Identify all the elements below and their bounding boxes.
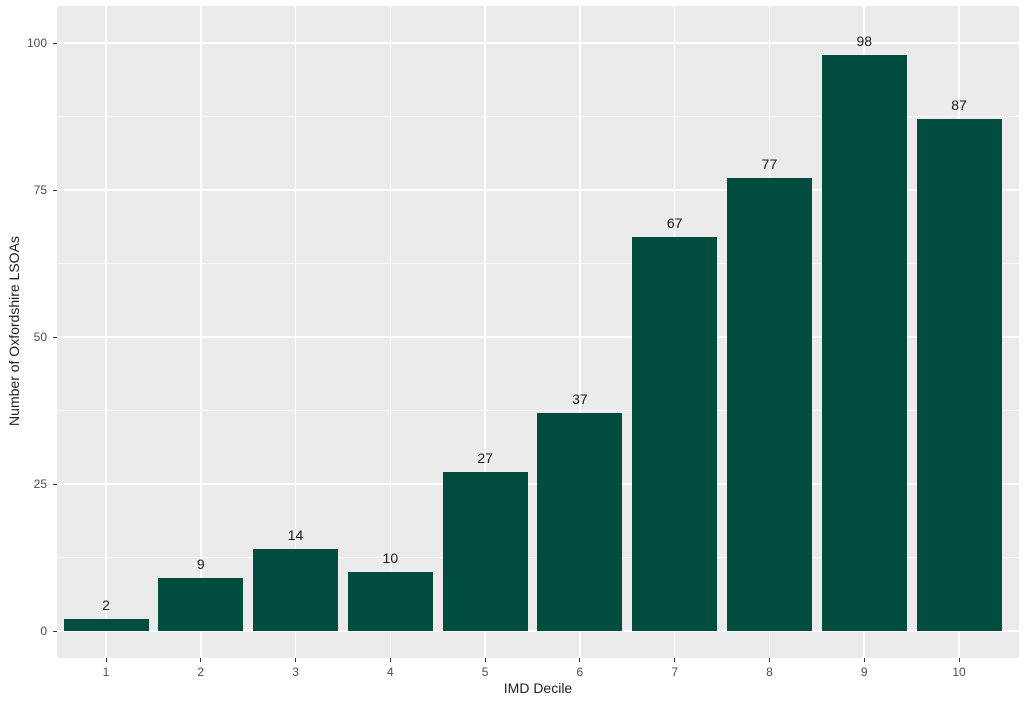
x-tick-mark: [105, 658, 107, 662]
gridline-major-vertical: [105, 6, 107, 658]
x-tick-mark: [200, 658, 202, 662]
gridline-major-horizontal: [57, 189, 1019, 191]
x-tick-label: 10: [952, 665, 966, 679]
x-tick-mark: [674, 658, 676, 662]
bar-value-label: 77: [761, 156, 778, 173]
bar-value-label: 2: [102, 597, 110, 614]
gridline-major-horizontal: [57, 42, 1019, 44]
gridline-minor-horizontal: [57, 410, 1019, 411]
x-tick-label: 2: [197, 665, 205, 679]
bar-value-label: 14: [287, 526, 304, 543]
x-tick-mark: [958, 658, 960, 662]
plot-panel: 2 9 14 10 27 37 67 77 98 87: [57, 6, 1019, 658]
y-tick-mark: [53, 189, 57, 191]
gridline-major-vertical: [484, 6, 486, 658]
bar-decile-8: [726, 178, 812, 631]
gridline-major-vertical: [200, 6, 202, 658]
x-tick-mark: [484, 658, 486, 662]
bar-decile-2: [158, 578, 244, 631]
gridline-major-vertical: [579, 6, 581, 658]
y-tick-mark: [53, 42, 57, 44]
x-tick-label: 8: [766, 665, 773, 679]
x-tick-label: 1: [102, 665, 110, 679]
y-tick-mark: [53, 483, 57, 485]
bar-decile-7: [632, 237, 718, 631]
y-tick-label: 0: [40, 624, 47, 638]
x-tick-label: 3: [292, 665, 299, 679]
bar-value-label: 37: [572, 391, 588, 408]
bar-decile-5: [442, 472, 528, 631]
x-tick-mark: [768, 658, 770, 662]
x-tick-label: 5: [481, 665, 489, 679]
bar-decile-1: [63, 619, 149, 631]
bar-value-label: 87: [951, 97, 967, 114]
y-tick-label: 50: [33, 330, 47, 344]
x-tick-mark: [295, 658, 297, 662]
y-tick-label: 25: [33, 477, 47, 491]
gridline-major-horizontal: [57, 630, 1019, 632]
bar-decile-9: [821, 54, 907, 631]
gridline-minor-horizontal: [57, 116, 1019, 117]
y-tick-mark: [53, 630, 57, 632]
bar-value-label: 98: [856, 32, 873, 49]
bar-decile-3: [253, 548, 339, 631]
bar-decile-4: [347, 572, 433, 631]
x-tick-label: 9: [860, 665, 868, 679]
x-tick-mark: [579, 658, 581, 662]
x-tick-label: 4: [386, 665, 394, 679]
gridline-minor-horizontal: [57, 263, 1019, 264]
bar-value-label: 10: [382, 550, 399, 567]
gridline-major-vertical: [294, 6, 297, 658]
bar-decile-6: [537, 413, 623, 631]
bar-value-label: 67: [666, 215, 683, 232]
y-tick-mark: [53, 336, 57, 338]
bar-value-label: 9: [196, 556, 205, 573]
x-tick-label: 7: [671, 665, 679, 679]
y-tick-label: 100: [26, 36, 47, 50]
gridline-major-horizontal: [57, 336, 1019, 338]
x-tick-label: 6: [576, 665, 584, 679]
x-tick-mark: [389, 658, 391, 662]
bar-value-label: 27: [477, 450, 493, 467]
bar-decile-10: [916, 119, 1002, 631]
x-axis-title: IMD Decile: [503, 680, 573, 696]
x-tick-mark: [863, 658, 865, 662]
y-tick-label: 75: [33, 183, 47, 197]
gridline-major-vertical: [389, 6, 392, 658]
